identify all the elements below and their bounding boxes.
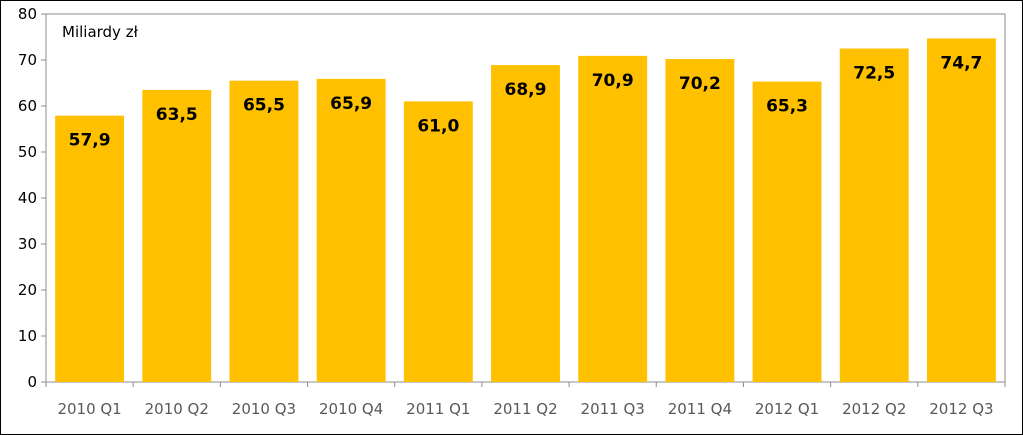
data-label: 65,5 — [243, 96, 285, 116]
y-tick-label: 10 — [18, 327, 37, 345]
x-category-label: 2010 Q2 — [145, 400, 209, 418]
x-category-label: 2011 Q3 — [581, 400, 645, 418]
data-label: 68,9 — [505, 80, 547, 100]
x-category-label: 2011 Q2 — [493, 400, 557, 418]
x-category-label: 2012 Q2 — [842, 400, 906, 418]
data-label: 61,0 — [417, 116, 459, 136]
x-category-label: 2010 Q1 — [57, 400, 121, 418]
x-category-label: 2011 Q4 — [668, 400, 732, 418]
x-category-label: 2012 Q1 — [755, 400, 819, 418]
y-tick-label: 40 — [18, 189, 37, 207]
y-tick-label: 80 — [18, 5, 37, 23]
bar — [665, 59, 735, 383]
y-tick-label: 60 — [18, 97, 37, 115]
y-tick-label: 70 — [18, 51, 37, 69]
bar — [926, 38, 996, 382]
x-category-label: 2011 Q1 — [406, 400, 470, 418]
y-tick-label: 50 — [18, 143, 37, 161]
data-label: 65,3 — [766, 97, 808, 117]
data-label: 74,7 — [940, 53, 982, 73]
bar — [316, 78, 386, 383]
y-tick-label: 20 — [18, 281, 37, 299]
data-label: 57,9 — [69, 131, 111, 151]
bar — [752, 81, 822, 383]
x-category-label: 2012 Q3 — [929, 400, 993, 418]
bar — [142, 89, 212, 383]
bar — [578, 55, 648, 383]
y-tick-label: 0 — [27, 373, 37, 391]
y-tick-label: 30 — [18, 235, 37, 253]
x-category-label: 2010 Q4 — [319, 400, 383, 418]
data-label: 70,9 — [592, 71, 634, 91]
bar — [55, 115, 125, 382]
data-label: 72,5 — [853, 64, 895, 84]
bar — [839, 48, 909, 382]
bar — [229, 80, 299, 382]
data-label: 65,9 — [330, 94, 372, 114]
bar — [403, 101, 473, 383]
y-unit-label: Miliardy zł — [62, 23, 139, 41]
bar — [491, 65, 560, 382]
x-category-label: 2010 Q3 — [232, 400, 296, 418]
data-label: 70,2 — [679, 74, 721, 94]
data-label: 63,5 — [156, 105, 198, 125]
